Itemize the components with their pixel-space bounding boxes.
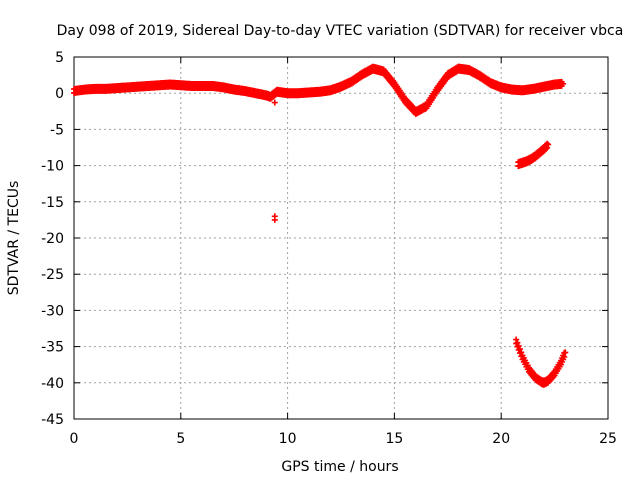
x-tick-label: 20 [492,431,510,447]
y-tick-label: -5 [50,122,64,138]
data-point [543,145,550,152]
y-tick-label: 5 [55,50,64,66]
y-tick-labels: 5 0 -5 -10 -15 -20 -25 -30 -35 -40 -45 [41,50,64,428]
y-tick-label: -15 [41,195,64,211]
data-point [562,349,569,356]
data-point [271,216,278,223]
y-axis-label: SDTVAR / TECUs [6,181,22,296]
x-tick-label: 10 [279,431,297,447]
x-tick-label: 0 [70,431,79,447]
y-tick-label: -30 [41,303,64,319]
x-tick-label: 5 [176,431,185,447]
data-point [545,141,552,148]
x-tick-label: 25 [599,431,617,447]
x-tick-label: 15 [385,431,403,447]
y-tick-label: -40 [41,376,64,392]
y-tick-label: -35 [41,340,64,356]
chart-title: Day 098 of 2019, Sidereal Day-to-day VTE… [57,23,624,39]
axis-ticks [73,56,609,420]
y-tick-label: -45 [41,412,64,428]
data-point [561,353,568,360]
y-tick-label: -20 [41,231,64,247]
data-point [271,99,278,106]
data-point [560,80,567,87]
x-axis-label: GPS time / hours [281,459,398,475]
y-tick-label: 0 [55,86,64,102]
y-tick-label: -25 [41,267,64,283]
x-tick-labels: 0 5 10 15 20 25 [70,431,617,447]
y-tick-label: -10 [41,159,64,175]
data-point [544,144,551,151]
data-points [71,63,569,388]
